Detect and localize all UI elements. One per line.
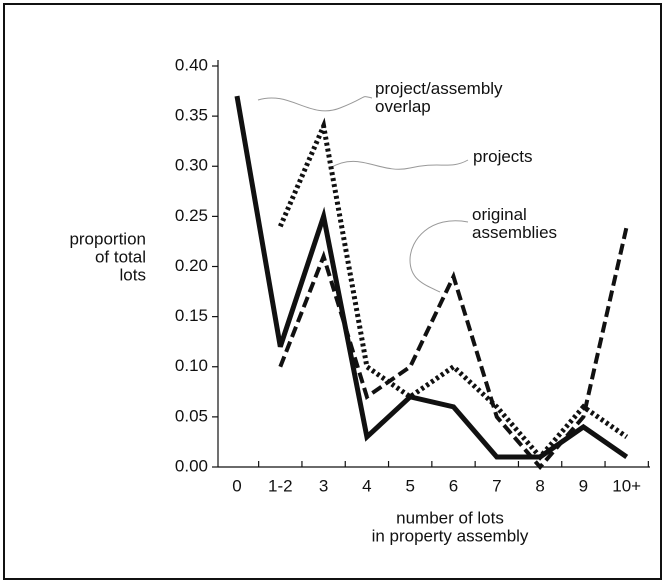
y-axis-label: proportion: [69, 229, 146, 248]
x-tick-label: 3: [319, 476, 328, 495]
x-tick-label: 8: [535, 476, 544, 495]
x-tick-label: 5: [405, 476, 414, 495]
x-tick-label: 0: [232, 476, 241, 495]
y-tick-label: 0.40: [175, 55, 208, 74]
y-axis-label: of total: [95, 247, 146, 266]
y-tick-label: 0.05: [175, 406, 208, 425]
x-tick-label: 10+: [612, 476, 641, 495]
y-tick-label: 0.35: [175, 106, 208, 125]
x-tick-label: 7: [492, 476, 501, 495]
x-tick-label: 6: [449, 476, 458, 495]
y-tick-label: 0.20: [175, 256, 208, 275]
leader-line: [329, 159, 469, 170]
series-label: project/assembly overlap: [375, 79, 503, 116]
x-axis-label: number of lots: [396, 508, 504, 527]
x-tick-label: 1-2: [268, 476, 293, 495]
leader-line: [409, 220, 469, 293]
leader-line: [257, 96, 373, 112]
y-tick-label: 0.00: [175, 456, 208, 475]
series-line: [278, 225, 629, 471]
frame: [3, 3, 662, 580]
series-label: projects: [473, 147, 533, 166]
y-tick-label: 0.25: [175, 206, 208, 225]
y-tick-label: 0.15: [175, 306, 208, 325]
series-label: original assemblies: [472, 205, 557, 242]
y-tick-label: 0.30: [175, 156, 208, 175]
series-line: [234, 95, 629, 460]
y-axis-label: lots: [120, 265, 146, 284]
x-tick-label: 4: [362, 476, 371, 495]
x-axis-label: in property assembly: [372, 526, 529, 545]
x-tick-label: 9: [579, 476, 588, 495]
y-tick-label: 0.10: [175, 356, 208, 375]
